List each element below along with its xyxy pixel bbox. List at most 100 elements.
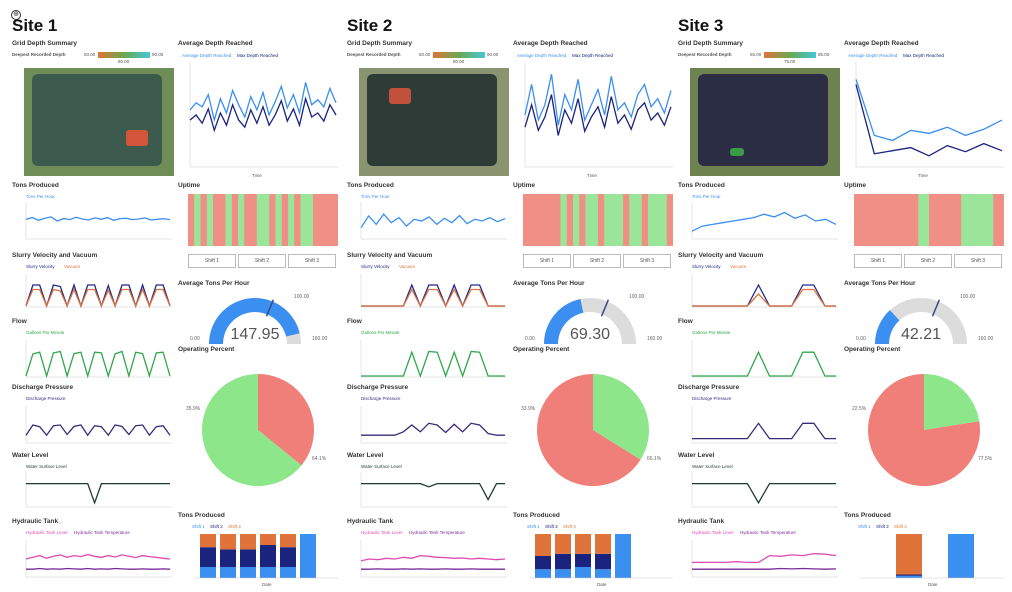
bar-4-shift-1	[595, 569, 611, 578]
gauge-target-marker	[931, 299, 941, 317]
pie-label-off: 77.5%	[978, 456, 993, 462]
shift-3-button[interactable]: Shift 3	[288, 254, 336, 268]
depth-line-chart	[524, 62, 673, 168]
shift-2-button[interactable]: Shift 2	[238, 254, 286, 268]
tons-line-chart	[691, 202, 838, 240]
grid-legend-min: 50.00	[419, 52, 431, 57]
operating-pie-chart	[202, 374, 315, 486]
depth-legend-max: Max Depth Reached	[237, 53, 279, 58]
water-title: Water Level	[347, 452, 384, 459]
slurry-line-chart	[360, 274, 507, 308]
bar-1-shift-1	[535, 569, 551, 578]
shift-3-button[interactable]: Shift 3	[623, 254, 671, 268]
bar-1-shift-2	[535, 556, 551, 570]
grid-depth-map[interactable]	[24, 68, 174, 176]
focus-mode-icon[interactable]: ⊕	[11, 10, 21, 20]
grid-legend-mid: 80.00	[453, 59, 465, 64]
tons-by-shift-bar-chart	[529, 534, 673, 579]
bar-5-shift-1	[615, 534, 631, 578]
uptime-segment-3	[200, 194, 208, 246]
site-2-panel: Site 2 Grid Depth Summary Deepest Recorded…	[347, 0, 673, 592]
grid-depth-map[interactable]	[690, 68, 840, 176]
tons-by-shift-bar-chart	[860, 534, 1004, 579]
bar-4-shift-1	[260, 567, 276, 578]
gauge-target: 100.00	[294, 294, 310, 300]
avg-tph-title: Average Tons Per Hour	[178, 280, 250, 287]
bar-3-shift-3	[575, 534, 591, 554]
uptime-segment-15	[275, 194, 283, 246]
gauge-value: 42.21	[900, 326, 942, 343]
shift-1-button[interactable]: Shift 1	[523, 254, 571, 268]
slurry-legend-vacuum: Vacuum	[64, 264, 81, 269]
bar-1-shift-3	[200, 534, 216, 548]
tons-by-shift-legend-1: Shift 1	[527, 524, 540, 529]
uptime-segment-10	[950, 194, 962, 246]
shift-2-button[interactable]: Shift 2	[573, 254, 621, 268]
uptime-segment-11	[250, 194, 258, 246]
depth-series-2	[524, 94, 672, 136]
uptime-segment-4	[541, 194, 549, 246]
shift-1-button[interactable]: Shift 1	[188, 254, 236, 268]
site-title: Site 1	[12, 16, 58, 35]
bar-1-shift-3	[896, 534, 922, 575]
tons-by-shift-legend-3: Shift 3	[563, 524, 576, 529]
grid-legend-max: 90.00	[487, 52, 499, 57]
shift-3-button[interactable]: Shift 3	[954, 254, 1002, 268]
uptime-segment-9	[939, 194, 951, 246]
uptime-segment-1	[854, 194, 866, 246]
slurry-legend-vacuum: Vacuum	[399, 264, 416, 269]
discharge-line-chart	[25, 406, 172, 444]
grid-depth-title: Grid Depth Summary	[678, 40, 744, 47]
pie-label-off: 66.1%	[647, 456, 662, 462]
shift-2-button[interactable]: Shift 2	[904, 254, 952, 268]
depth-series-1	[189, 82, 337, 123]
uptime-segment-1	[188, 194, 195, 246]
tons-by-shift-title: Tons Produced	[513, 512, 560, 519]
bar-2-shift-1	[555, 569, 571, 578]
tons-produced-title: Tons Produced	[678, 182, 725, 189]
gauge-fill	[209, 297, 300, 344]
uptime-segment-21	[648, 194, 655, 246]
gauge-target: 100.00	[960, 294, 976, 300]
tons-legend: Tons Per Hour	[361, 194, 390, 199]
uptime-segment-3	[875, 194, 887, 246]
depth-chart-title: Average Depth Reached	[513, 40, 588, 47]
tons-by-shift-x-label: Date	[262, 582, 272, 587]
uptime-segment-7	[225, 194, 233, 246]
gauge-min: 0.00	[525, 336, 535, 342]
uptime-segment-12	[591, 194, 599, 246]
grid-legend-label: Deepest Recorded Depth	[678, 52, 732, 57]
depth-legend-avg: Average Depth Reached	[182, 53, 232, 58]
tons-line-chart	[360, 202, 507, 240]
grid-legend-min: 50.00	[84, 52, 96, 57]
gauge-fill	[544, 299, 584, 344]
grid-depth-title: Grid Depth Summary	[347, 40, 413, 47]
bar-2-shift-3	[555, 534, 571, 554]
map-water-area	[698, 74, 828, 166]
bar-4-shift-3	[260, 534, 276, 545]
grid-legend-min: 65.00	[750, 52, 762, 57]
depth-series-1	[855, 79, 1003, 142]
uptime-segment-5	[548, 194, 555, 246]
shift-1-button[interactable]: Shift 1	[854, 254, 902, 268]
slurry-title: Slurry Velocity and Vacuum	[347, 252, 433, 259]
uptime-segment-5	[896, 194, 909, 246]
hydraulic-series-2	[26, 567, 171, 570]
uptime-segment-1	[523, 194, 530, 246]
discharge-line-chart	[691, 406, 838, 444]
uptime-segment-7	[918, 194, 930, 246]
bar-6-shift-1	[300, 534, 316, 578]
flow-legend: Gallons Per Minute	[26, 330, 65, 335]
uptime-title: Uptime	[178, 182, 201, 189]
bar-4-shift-2	[260, 545, 276, 567]
water-series-1	[26, 482, 170, 505]
tons-by-shift-legend-1: Shift 1	[192, 524, 205, 529]
water-line-chart	[360, 472, 507, 508]
grid-depth-map[interactable]	[359, 68, 509, 176]
flow-legend: Gallons Per Minute	[692, 330, 731, 335]
uptime-segment-6	[219, 194, 226, 246]
uptime-segment-14	[269, 194, 276, 246]
water-series-1	[692, 482, 836, 505]
map-depth-hotspot	[730, 148, 744, 156]
water-series-1	[361, 482, 505, 501]
